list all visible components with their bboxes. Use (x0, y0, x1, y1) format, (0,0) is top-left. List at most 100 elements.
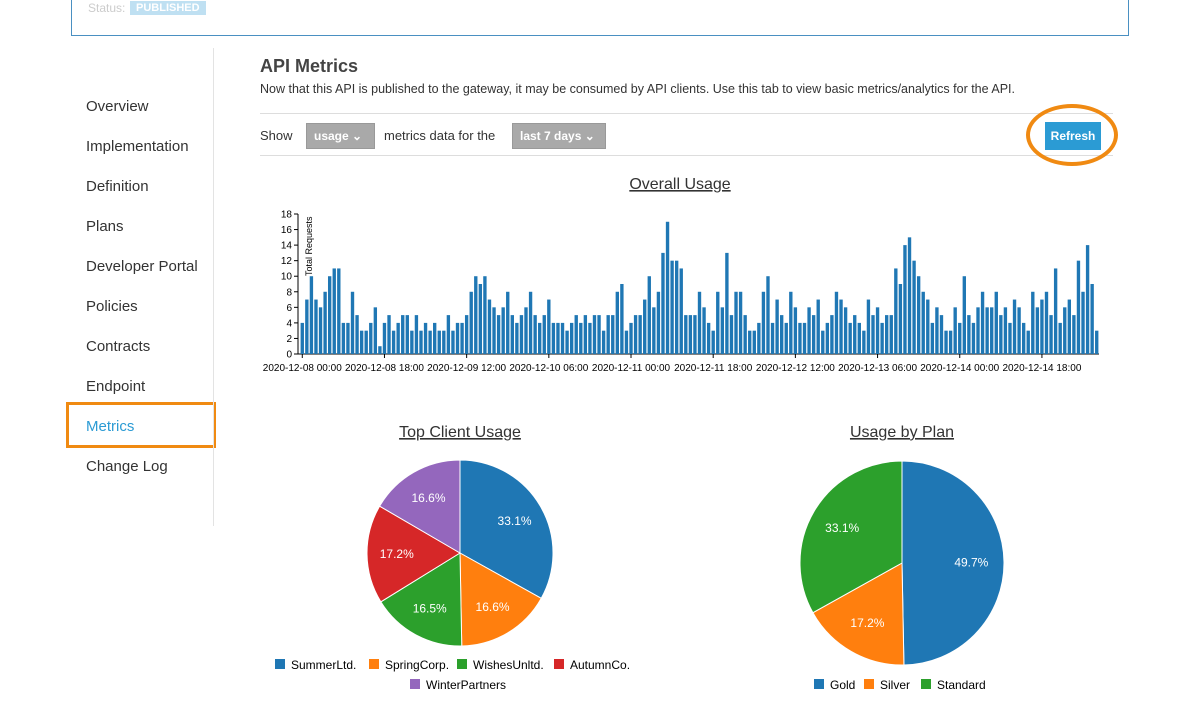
legend-label: WishesUnltd. (473, 658, 544, 672)
bar (743, 315, 747, 354)
bar (848, 322, 852, 354)
bar (1053, 268, 1058, 354)
nav-item[interactable]: Policies (86, 298, 138, 315)
y-tick-label: 6 (286, 303, 292, 314)
bar (958, 322, 962, 354)
bar (460, 322, 464, 354)
bar (999, 315, 1003, 354)
bar (606, 315, 610, 354)
legend-swatch (410, 679, 420, 689)
bar (652, 307, 656, 354)
bar (300, 322, 304, 354)
x-tick-label: 2020-12-14 18:00 (1002, 363, 1081, 374)
bar (875, 307, 880, 354)
bar (396, 322, 400, 354)
nav-item[interactable]: Endpoint (86, 378, 146, 395)
bar (519, 315, 524, 354)
bar (574, 315, 578, 354)
bar (647, 276, 651, 354)
bar (624, 330, 629, 354)
range-select[interactable]: last 7 days ⌄ (512, 123, 606, 149)
bar (948, 330, 953, 354)
bar (355, 315, 359, 354)
bar (638, 315, 642, 354)
bar (825, 322, 830, 354)
bar (693, 315, 697, 354)
bar (962, 276, 966, 354)
legend-swatch (457, 659, 467, 669)
nav-item[interactable]: Contracts (86, 338, 151, 355)
bar (350, 291, 355, 354)
bar (990, 307, 994, 354)
nav-item-active[interactable]: Metrics (86, 418, 135, 435)
legend-label: WinterPartners (426, 678, 506, 692)
bar (994, 291, 998, 354)
metric-select[interactable]: usage ⌄ (306, 123, 375, 149)
bar (588, 322, 592, 354)
status-badge: PUBLISHED (130, 1, 206, 15)
nav-item[interactable]: Overview (86, 98, 149, 115)
nav-item[interactable]: Plans (86, 218, 124, 235)
bar (629, 322, 633, 354)
legend-swatch (369, 659, 379, 669)
bar (921, 291, 925, 354)
slice-label: 16.6% (476, 600, 510, 614)
bar (309, 276, 314, 354)
nav-item[interactable]: Definition (86, 178, 149, 195)
bar (414, 315, 419, 354)
bar (391, 330, 396, 354)
bar (816, 299, 820, 354)
bar (729, 315, 734, 354)
y-tick-label: 14 (281, 241, 293, 252)
bar (597, 315, 601, 354)
legend-label: SpringCorp. (385, 658, 449, 672)
bar (1095, 330, 1099, 354)
nav-item[interactable]: Change Log (86, 458, 168, 475)
bar (939, 315, 944, 354)
bar (679, 268, 683, 354)
bar (382, 322, 387, 354)
bar (1076, 260, 1081, 354)
bar (446, 315, 451, 354)
nav-item[interactable]: Developer Portal (86, 258, 198, 275)
bar (711, 330, 715, 354)
bar (433, 322, 437, 354)
bar (1021, 322, 1026, 354)
bar (565, 330, 569, 354)
divider (213, 48, 214, 526)
bar (748, 330, 752, 354)
bar (633, 315, 638, 354)
pie-slice (378, 459, 461, 554)
highlight-ring (1026, 104, 1118, 166)
bar (789, 291, 793, 354)
y-tick-label: 0 (286, 350, 292, 361)
bar (423, 322, 428, 354)
bar (930, 322, 935, 354)
y-tick-label: 4 (286, 318, 292, 329)
bar (1003, 307, 1008, 354)
bar (752, 330, 756, 354)
bar (926, 299, 930, 354)
legend-label: Gold (830, 678, 855, 692)
bar (1044, 291, 1049, 354)
bar (506, 291, 510, 354)
pie-slice (901, 460, 1005, 666)
bar (898, 284, 903, 354)
status-box: Status: PUBLISHED (71, 0, 1129, 36)
bar (332, 268, 336, 354)
bar (821, 330, 825, 354)
bar (318, 307, 323, 354)
bar (757, 322, 761, 354)
nav-item[interactable]: Implementation (86, 138, 189, 155)
x-tick-label: 2020-12-08 00:00 (263, 363, 342, 374)
bar (903, 245, 907, 354)
bar (387, 315, 391, 354)
bar (579, 322, 583, 354)
bar (866, 299, 871, 354)
chart-title: Overall Usage (629, 176, 730, 193)
legend-swatch (921, 679, 931, 689)
bar (615, 291, 619, 354)
bar (533, 315, 537, 354)
bar (885, 315, 889, 354)
